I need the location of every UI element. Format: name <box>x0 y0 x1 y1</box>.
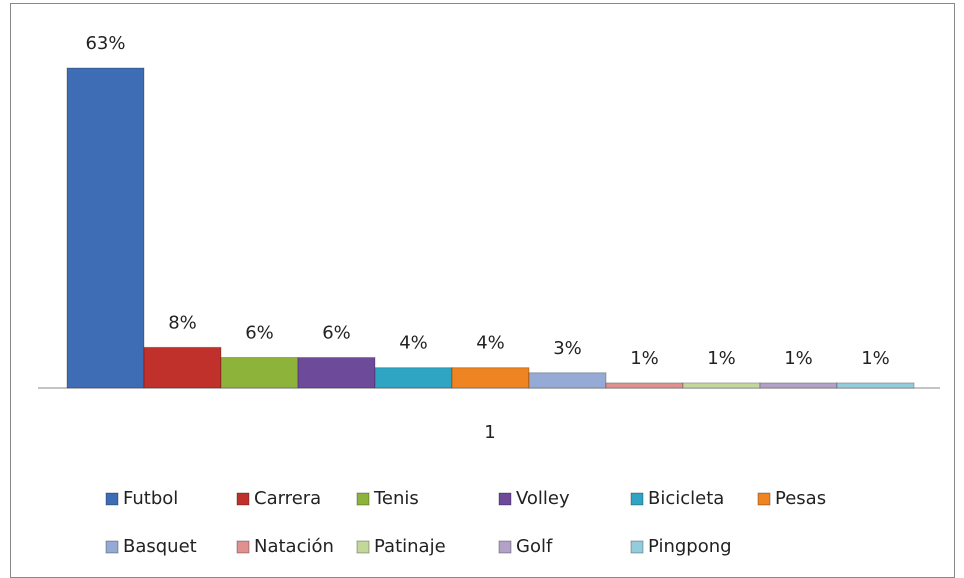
bar <box>682 382 761 389</box>
data-label: 8% <box>168 312 197 333</box>
bar <box>66 67 145 389</box>
legend-label: Volley <box>516 488 570 509</box>
bar <box>759 382 838 389</box>
bar <box>451 367 530 389</box>
bar <box>220 357 299 389</box>
data-label: 1% <box>707 348 736 369</box>
bar <box>297 357 376 389</box>
data-label: 4% <box>476 333 505 354</box>
legend-label: Patinaje <box>374 536 446 557</box>
legend-swatch <box>630 540 644 554</box>
data-label: 6% <box>322 323 351 344</box>
x-tick-label: 1 <box>484 422 495 443</box>
legend-swatch <box>630 492 644 506</box>
data-label: 1% <box>784 348 813 369</box>
legend-swatch <box>757 492 771 506</box>
legend-label: Futbol <box>123 488 178 509</box>
chart-frame <box>10 3 955 578</box>
legend-label: Pingpong <box>648 536 732 557</box>
bar <box>374 367 453 389</box>
legend-label: Bicicleta <box>648 488 724 509</box>
legend-label: Golf <box>516 536 553 557</box>
data-label: 3% <box>553 338 582 359</box>
bar <box>143 346 222 389</box>
data-label: 1% <box>630 348 659 369</box>
legend-swatch <box>498 540 512 554</box>
legend-swatch <box>105 540 119 554</box>
data-label: 6% <box>245 323 274 344</box>
legend-swatch <box>236 540 250 554</box>
legend-swatch <box>356 540 370 554</box>
data-label: 1% <box>861 348 890 369</box>
legend-swatch <box>498 492 512 506</box>
legend-label: Carrera <box>254 488 321 509</box>
data-label: 63% <box>85 33 125 54</box>
legend-label: Pesas <box>775 488 826 509</box>
legend-label: Basquet <box>123 536 197 557</box>
bar <box>605 382 684 389</box>
legend-label: Natación <box>254 536 334 557</box>
bar <box>528 372 607 389</box>
legend-swatch <box>236 492 250 506</box>
data-label: 4% <box>399 333 428 354</box>
legend-swatch <box>105 492 119 506</box>
bar <box>836 382 915 389</box>
legend-swatch <box>356 492 370 506</box>
legend-label: Tenis <box>373 488 419 509</box>
